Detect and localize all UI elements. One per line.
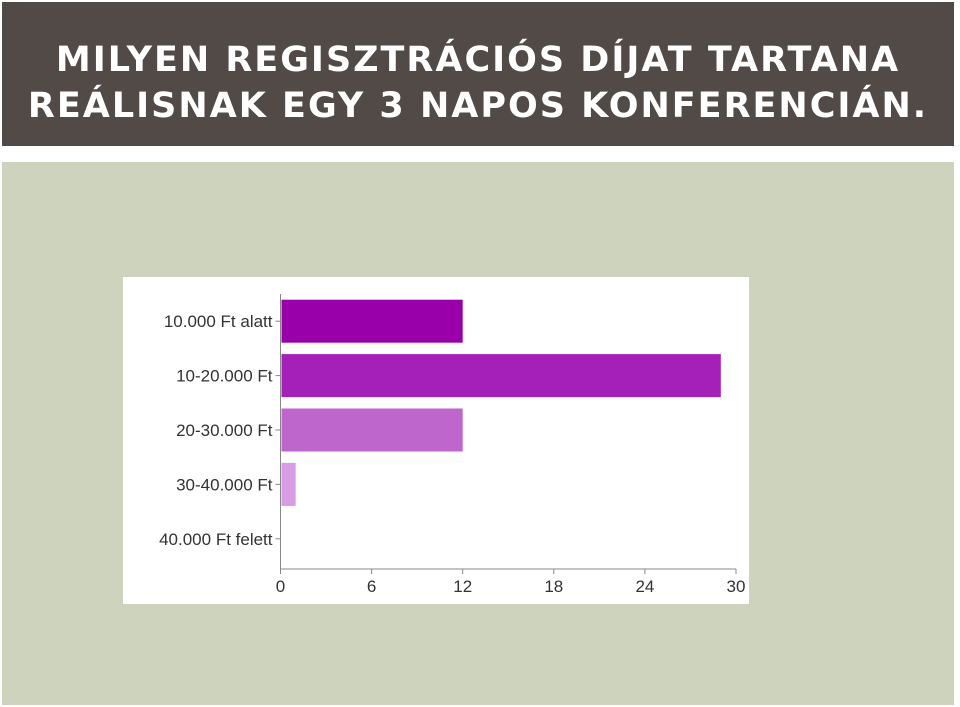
x-tick-label: 0 bbox=[276, 577, 285, 596]
x-axis: 0 6 12 18 24 30 bbox=[276, 568, 746, 596]
chart-panel: 10.000 Ft alatt 10-20.000 Ft 20-30.000 Ft 3… bbox=[123, 277, 749, 604]
bars-group bbox=[281, 299, 721, 506]
y-tick-label: 10-20.000 Ft bbox=[176, 367, 273, 386]
y-tick-label: 10.000 Ft alatt bbox=[164, 312, 273, 331]
x-tick-label: 18 bbox=[544, 577, 563, 596]
y-tick-label: 20-30.000 Ft bbox=[176, 421, 273, 440]
bar-3 bbox=[281, 408, 463, 452]
x-tick-label: 30 bbox=[727, 577, 746, 596]
x-tick-label: 12 bbox=[453, 577, 472, 596]
x-tick-label: 24 bbox=[635, 577, 654, 596]
x-tick-label: 6 bbox=[367, 577, 376, 596]
title-bar: MILYEN REGISZTRÁCIÓS DÍJAT TARTANA REÁLI… bbox=[2, 2, 954, 146]
slide-title-line-1: MILYEN REGISZTRÁCIÓS DÍJAT TARTANA bbox=[55, 40, 901, 80]
slide-title-line-2: REÁLISNAK EGY 3 NAPOS KONFERENCIÁN. bbox=[27, 86, 929, 126]
y-tick-label: 40.000 Ft felett bbox=[159, 530, 273, 549]
bar-2 bbox=[281, 354, 721, 398]
bar-chart: 10.000 Ft alatt 10-20.000 Ft 20-30.000 Ft 3… bbox=[159, 294, 746, 596]
y-tick-label: 30-40.000 Ft bbox=[176, 475, 273, 494]
bar-1 bbox=[281, 299, 463, 343]
bar-4 bbox=[281, 462, 296, 506]
y-axis: 10.000 Ft alatt 10-20.000 Ft 20-30.000 Ft 3… bbox=[159, 294, 281, 569]
